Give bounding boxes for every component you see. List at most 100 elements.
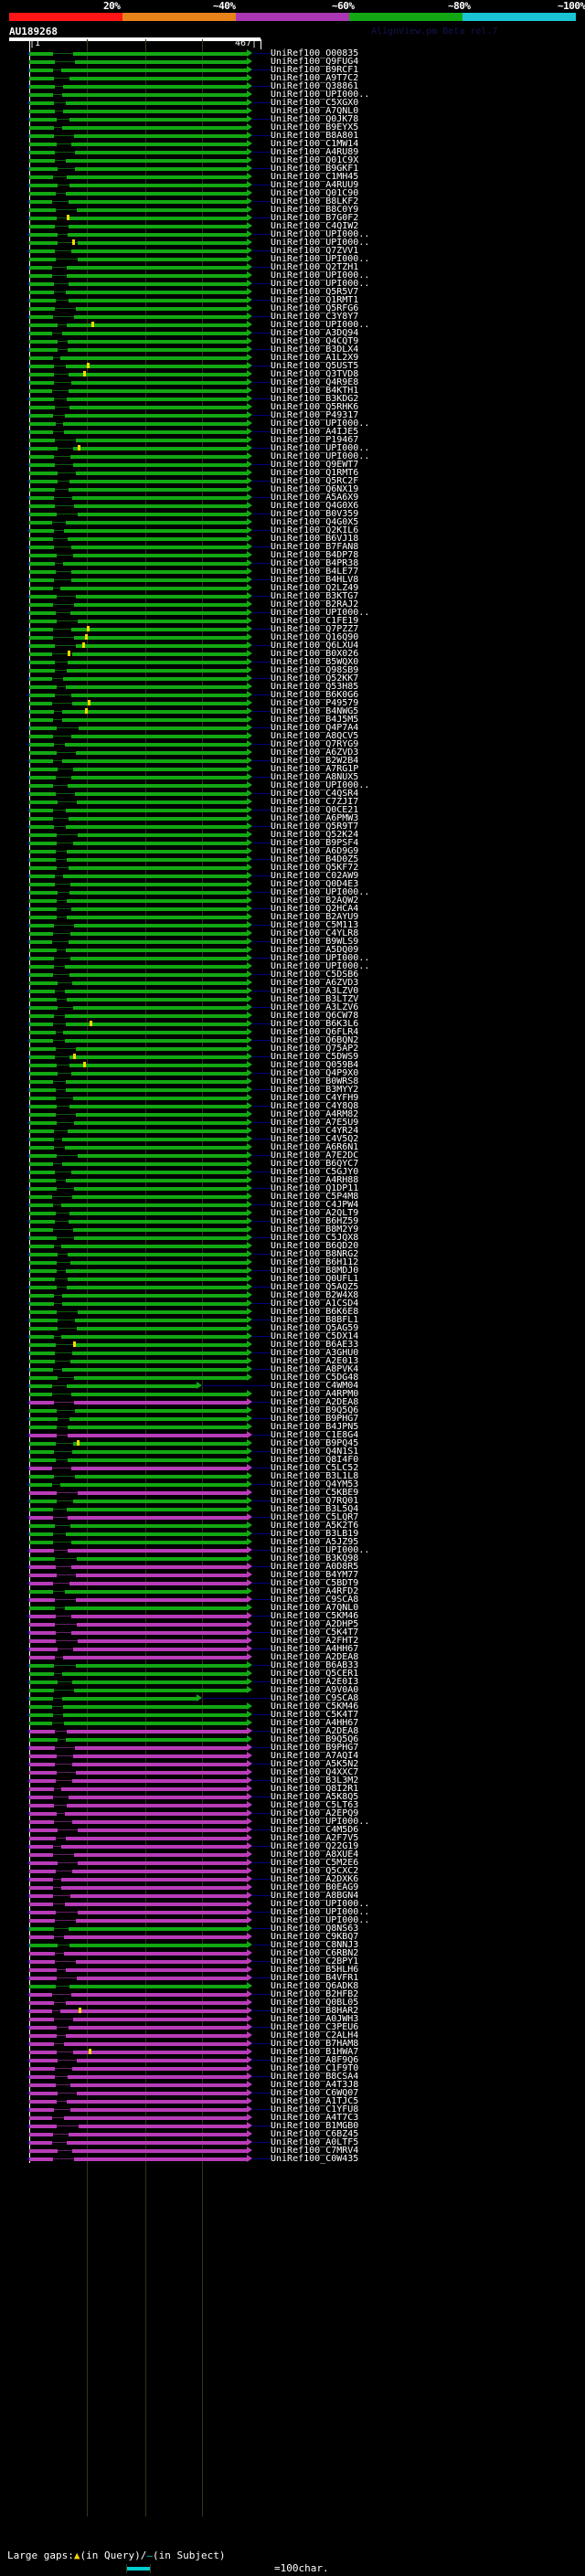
alignment-row[interactable]: UniRef100_B5HLH6 [0, 1965, 585, 1975]
hsp-segment[interactable] [62, 93, 247, 97]
hsp-segment[interactable] [29, 768, 58, 771]
hit-label[interactable]: UniRef100_UPI000.. [271, 443, 370, 453]
alignment-row[interactable]: UniRef100_B8A801 [0, 131, 585, 141]
alignment-row[interactable]: UniRef100_UPI000.. [0, 443, 585, 453]
alignment-row[interactable]: UniRef100_Q2LZ49 [0, 583, 585, 593]
alignment-row[interactable]: UniRef100_C4WM04 [0, 1381, 585, 1391]
alignment-row[interactable]: UniRef100_UPI000.. [0, 270, 585, 281]
hsp-segment[interactable] [29, 2075, 55, 2079]
hsp-segment[interactable] [29, 866, 57, 870]
hit-label[interactable]: UniRef100_B3L1L8 [271, 1471, 359, 1481]
alignment-row[interactable]: UniRef100_A1TJC5 [0, 2096, 585, 2106]
hsp-segment[interactable] [29, 200, 52, 204]
hit-label[interactable]: UniRef100_C4QSR4 [271, 789, 359, 799]
alignment-row[interactable]: UniRef100_A4RH88 [0, 1175, 585, 1185]
hsp-segment[interactable] [75, 1409, 247, 1413]
hsp-segment[interactable] [29, 949, 57, 952]
hsp-segment[interactable] [29, 1796, 53, 1799]
hsp-segment[interactable] [72, 1352, 247, 1355]
hit-label[interactable]: UniRef100_Q1RMT6 [271, 468, 359, 478]
hsp-segment[interactable] [29, 1861, 58, 1865]
alignment-row[interactable]: UniRef100_UPI000.. [0, 1545, 585, 1555]
alignment-row[interactable]: UniRef100_Q7ZVV1 [0, 246, 585, 256]
hit-label[interactable]: UniRef100_B6VJ18 [271, 534, 359, 544]
hsp-segment[interactable] [63, 677, 247, 681]
hit-label[interactable]: UniRef100_B2W4X8 [271, 1290, 359, 1300]
hsp-segment[interactable] [67, 1384, 197, 1388]
alignment-row[interactable]: UniRef100_Q01C9X [0, 155, 585, 165]
hsp-segment[interactable] [66, 1532, 247, 1536]
hsp-segment[interactable] [29, 159, 55, 163]
hsp-segment[interactable] [68, 1129, 247, 1133]
alignment-row[interactable]: UniRef100_A9T7C2 [0, 73, 585, 83]
hsp-segment[interactable] [71, 1541, 247, 1544]
hsp-segment[interactable] [29, 899, 57, 903]
hsp-segment[interactable] [29, 1368, 53, 1372]
hit-label[interactable]: UniRef100_UPI000.. [271, 451, 370, 461]
hit-label[interactable]: UniRef100_C2ALH4 [271, 2030, 359, 2041]
hit-label[interactable]: UniRef100_B4D0Z5 [271, 854, 359, 864]
hsp-segment[interactable] [67, 398, 247, 401]
alignment-row[interactable]: UniRef100_A2DEA8 [0, 1652, 585, 1662]
hsp-segment[interactable] [62, 718, 247, 722]
hsp-segment[interactable] [68, 348, 247, 352]
hsp-segment[interactable] [29, 1014, 54, 1018]
hsp-segment[interactable] [70, 2108, 247, 2112]
hit-label[interactable]: UniRef100_B9EYX5 [271, 122, 359, 133]
hsp-segment[interactable] [29, 1310, 57, 1314]
hsp-segment[interactable] [29, 1286, 57, 1289]
hit-label[interactable]: UniRef100_A0JWH3 [271, 2014, 359, 2024]
alignment-row[interactable]: UniRef100_B3KTG7 [0, 591, 585, 601]
hsp-segment[interactable] [29, 2133, 53, 2136]
hsp-segment[interactable] [69, 1064, 247, 1067]
hsp-segment[interactable] [76, 1771, 247, 1775]
hit-label[interactable]: UniRef100_B4KTH1 [271, 386, 359, 396]
alignment-row[interactable]: UniRef100_C5GJY0 [0, 1167, 585, 1177]
hsp-segment[interactable] [64, 1722, 247, 1725]
hsp-segment[interactable] [29, 1277, 55, 1281]
hsp-segment[interactable] [70, 932, 247, 936]
hsp-segment[interactable] [78, 1861, 247, 1865]
alignment-row[interactable]: UniRef100_A0LTF5 [0, 2137, 585, 2147]
hit-label[interactable]: UniRef100_A4RUU9 [271, 180, 359, 190]
hsp-segment[interactable] [29, 1754, 57, 1758]
hsp-segment[interactable] [74, 603, 247, 607]
hit-label[interactable]: UniRef100_Q38861 [271, 81, 359, 91]
hit-label[interactable]: UniRef100_B6AB33 [271, 1660, 359, 1670]
hit-label[interactable]: UniRef100_B8BFL1 [271, 1315, 359, 1325]
alignment-row[interactable]: UniRef100_Q2TZH1 [0, 262, 585, 272]
alignment-row[interactable]: UniRef100_Q4P7A4 [0, 723, 585, 733]
hsp-segment[interactable] [29, 1458, 56, 1462]
hsp-segment[interactable] [77, 1557, 247, 1561]
hsp-segment[interactable] [66, 365, 247, 368]
hit-label[interactable]: UniRef100_Q7PZZ7 [271, 624, 359, 634]
hsp-segment[interactable] [29, 981, 58, 985]
hsp-segment[interactable] [29, 422, 56, 426]
hit-label[interactable]: UniRef100_UPI000.. [271, 279, 370, 289]
hsp-segment[interactable] [29, 101, 54, 105]
hsp-segment[interactable] [29, 266, 52, 270]
hsp-segment[interactable] [74, 1376, 247, 1380]
hit-label[interactable]: UniRef100_Q8NS63 [271, 1924, 359, 1934]
hit-label[interactable]: UniRef100_C9KBQ7 [271, 1932, 359, 1942]
hit-label[interactable]: UniRef100_UPI000.. [271, 1899, 370, 1909]
hsp-segment[interactable] [67, 669, 247, 673]
hsp-segment[interactable] [77, 1327, 247, 1330]
hit-label[interactable]: UniRef100_B7FAN8 [271, 542, 359, 552]
hit-label[interactable]: UniRef100_B9PHG7 [271, 1743, 359, 1753]
hsp-segment[interactable] [71, 1565, 247, 1569]
hsp-segment[interactable] [29, 1269, 57, 1273]
hit-label[interactable]: UniRef100_Q4G0X6 [271, 501, 359, 511]
alignment-row[interactable]: UniRef100_C3Y8Y7 [0, 312, 585, 322]
hsp-segment[interactable] [74, 2157, 247, 2161]
hsp-segment[interactable] [77, 2059, 247, 2062]
hit-label[interactable]: UniRef100_C2BPY1 [271, 1956, 359, 1966]
hsp-segment[interactable] [69, 184, 247, 187]
hit-label[interactable]: UniRef100_UPI000.. [271, 1915, 370, 1925]
hit-label[interactable]: UniRef100_C6RBN2 [271, 1948, 359, 1958]
hsp-segment[interactable] [72, 652, 247, 656]
hit-label[interactable]: UniRef100_B8C0Y9 [271, 205, 359, 215]
alignment-row[interactable]: UniRef100_A3DQ94 [0, 328, 585, 338]
hsp-segment[interactable] [29, 1763, 55, 1766]
hsp-segment[interactable] [29, 1837, 56, 1840]
